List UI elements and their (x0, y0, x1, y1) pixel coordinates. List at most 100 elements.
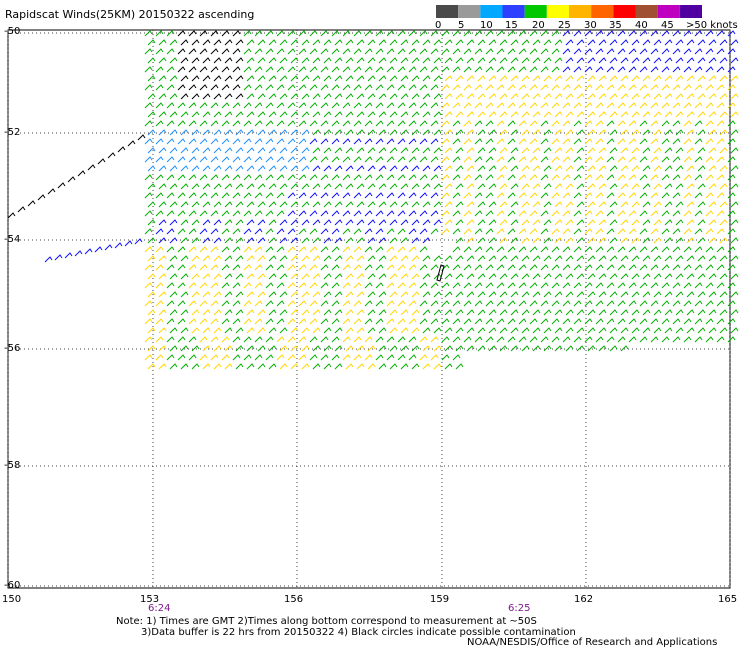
wind-barb-1363 (334, 255, 343, 262)
wind-barb-895 (485, 174, 494, 181)
wind-barb-304 (521, 75, 530, 82)
wind-barb-435 (177, 102, 186, 109)
wind-barb-290 (367, 75, 376, 82)
lat-label-50: -50 (4, 26, 21, 37)
wind-barb-1474 (367, 273, 376, 280)
wind-barb-1800 (389, 327, 398, 334)
wind-barb-864 (144, 174, 153, 181)
wind-barb-1562 (147, 291, 156, 298)
wind-barb-1866 (518, 336, 527, 343)
wind-barb-372 (672, 84, 681, 91)
wind-barb-1498 (631, 273, 640, 280)
wind-barb-361 (551, 84, 560, 91)
wind-barb-596 (169, 129, 178, 136)
wind-barb-1785 (224, 327, 233, 334)
wind-barb-1774 (694, 318, 703, 325)
wind-barb-1289 (686, 237, 695, 244)
wind-barb-34 (518, 30, 527, 37)
wind-barb-1924 (565, 345, 574, 352)
wind-barb-140 (496, 48, 505, 55)
wind-barb-1122 (606, 210, 615, 217)
wind-barb-784 (452, 156, 461, 163)
wind-barb-505 (356, 111, 365, 118)
wind-barb-324 (144, 84, 153, 91)
wind-barb-2 (166, 30, 175, 37)
wind-barb-457 (419, 102, 428, 109)
wind-barb-671 (397, 138, 406, 145)
wind-barb-762 (210, 156, 219, 163)
wind-barb-144 (540, 48, 549, 55)
wind-barb-812 (169, 165, 178, 172)
wind-barb-1146 (279, 219, 288, 226)
wind-barb-549 (243, 120, 252, 127)
wind-barb-51 (705, 30, 714, 37)
wind-barb-1974 (312, 363, 321, 370)
wind-barb-1030 (191, 201, 200, 208)
wind-barb-597 (180, 129, 189, 136)
wind-barb-1091 (265, 210, 274, 217)
wind-barb-675 (441, 138, 450, 145)
wind-barb-1676 (213, 309, 222, 316)
legend-label-10: 10 (480, 20, 493, 31)
wind-barb-980 (232, 192, 241, 199)
wind-barb-1832 (144, 336, 153, 343)
wind-barb-1798 (367, 327, 376, 334)
wind-barb-1898 (279, 345, 288, 352)
wind-barb-1487 (510, 273, 519, 280)
wind-barb-1878 (650, 336, 659, 343)
wind-barb-1894 (235, 345, 244, 352)
wind-barb-1495 (598, 273, 607, 280)
wind-barb-1118 (562, 210, 571, 217)
wind-barb-992 (364, 192, 373, 199)
wind-barb-1403 (177, 264, 186, 271)
wind-barb-147 (573, 48, 582, 55)
wind-barb-168 (213, 57, 222, 64)
wind-barb-871 (221, 174, 230, 181)
wind-barb-678 (474, 138, 483, 145)
wind-barb-995 (397, 192, 406, 199)
wind-barb-1268 (455, 237, 464, 244)
wind-barb-1885 (727, 336, 736, 343)
wind-barb-453 (375, 102, 384, 109)
wind-barb-1928 (609, 345, 618, 352)
wind-barb-353 (463, 84, 472, 91)
wind-barb-1365 (356, 255, 365, 262)
wind-barb-141 (507, 48, 516, 55)
wind-barb-1804 (433, 327, 442, 334)
wind-barb-994 (386, 192, 395, 199)
wind-barb-911 (661, 174, 670, 181)
wind-barb-1255 (290, 237, 299, 244)
wind-barb-2002 (44, 256, 53, 263)
wind-barb-1589 (444, 291, 453, 298)
wind-barb-683 (529, 138, 538, 145)
wind-barb-1669 (727, 300, 736, 307)
wind-barb-605 (268, 129, 277, 136)
wind-barb-1592 (477, 291, 486, 298)
wind-barb-1682 (279, 309, 288, 316)
wind-barb-8 (232, 30, 241, 37)
wind-barb-694 (650, 138, 659, 145)
wind-barb-269 (727, 66, 736, 73)
wind-barb-1293 (730, 237, 739, 244)
wind-barb-1298 (188, 246, 197, 253)
wind-barb-1103 (397, 210, 406, 217)
wind-barb-1572 (257, 291, 266, 298)
wind-barb-887 (397, 174, 406, 181)
wind-barb-1111 (485, 210, 494, 217)
wind-barb-1908 (389, 345, 398, 352)
wind-barb-997 (419, 192, 428, 199)
wind-barb-260 (628, 66, 637, 73)
wind-barb-1238 (694, 228, 703, 235)
wind-barb-1080 (144, 210, 153, 217)
wind-barb-229 (287, 66, 296, 73)
wind-barb-739 (554, 147, 563, 154)
wind-barb-1729 (199, 318, 208, 325)
wind-barb-626 (499, 129, 508, 136)
wind-barb-983 (265, 192, 274, 199)
wind-barb-1048 (389, 201, 398, 208)
wind-barb-341 (331, 84, 340, 91)
wind-barb-1394 (675, 255, 684, 262)
wind-barb-218 (166, 66, 175, 73)
wind-barb-1791 (290, 327, 299, 334)
wind-barb-186 (411, 57, 420, 64)
